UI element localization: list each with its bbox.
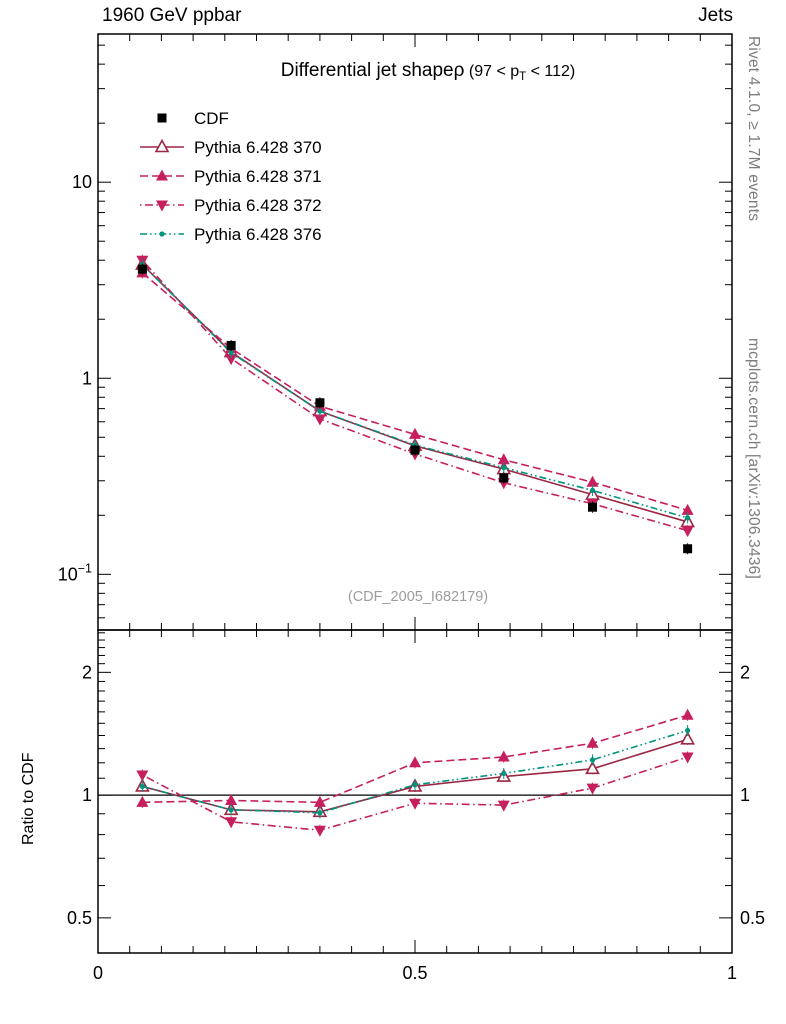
x-tick-label: 1 <box>727 963 737 983</box>
data-point-marker <box>586 736 599 748</box>
mcplots-arxiv-label: mcplots.cern.ch [arXiv:1306.3436] <box>745 338 762 579</box>
data-point-marker <box>588 502 598 512</box>
legend-label: CDF <box>194 109 229 128</box>
data-point-marker <box>685 727 691 734</box>
data-point-marker <box>313 414 326 426</box>
data-point-marker <box>317 408 323 414</box>
data-point-marker <box>681 526 694 538</box>
axis-labels: 10 1 10−1 2 2 1 1 0.5 0.5 0 0.5 1 <box>58 172 765 983</box>
legend-label: Pythia 6.428 376 <box>194 225 322 244</box>
pt-subscript: T <box>519 71 527 84</box>
pt-range-pre: (97 < p <box>468 63 520 80</box>
data-point-marker <box>585 760 600 775</box>
data-point-marker <box>156 169 168 181</box>
legend: CDF Pythia 6.428 370 Pythia 6.428 371 Pythi… <box>140 109 322 244</box>
series-line <box>141 264 688 523</box>
series-cdf <box>137 263 693 555</box>
series-line <box>141 259 688 532</box>
data-point-marker <box>681 752 694 764</box>
main-y-tick-label: 10−1 <box>58 561 92 584</box>
ratio-y-tick-label: 2 <box>82 662 92 682</box>
main-y-tick-label: 1 <box>82 368 92 388</box>
series-pythia-6-428-376 <box>139 259 691 819</box>
ratio-y-tick-label: 0.5 <box>67 908 92 928</box>
data-point-marker <box>154 138 170 153</box>
ratio-panel-frame <box>97 629 733 954</box>
analysis-group-label: Jets <box>698 5 733 26</box>
data-point-marker <box>501 770 507 777</box>
rho-symbol: ρ <box>453 60 465 81</box>
data-point-marker <box>157 113 167 123</box>
data-point-marker <box>683 544 693 554</box>
data-point-marker <box>313 795 326 807</box>
data-point-marker <box>410 445 420 455</box>
data-point-marker <box>156 200 168 212</box>
data-point-marker <box>497 453 510 465</box>
x-tick-label: 0 <box>93 963 103 983</box>
data-point-marker <box>589 757 596 763</box>
data-point-marker <box>136 795 149 807</box>
legend-item: Pythia 6.428 371 <box>140 167 322 186</box>
ratio-y-tick-label-right: 1 <box>740 785 750 805</box>
data-point-marker <box>317 810 323 816</box>
data-point-marker <box>225 793 238 805</box>
data-point-marker <box>409 427 421 439</box>
data-point-marker <box>228 807 234 813</box>
data-point-marker <box>137 264 147 274</box>
data-point-marker <box>139 783 145 790</box>
analysis-id-watermark: (CDF_2005_I682179) <box>347 589 489 605</box>
ratio-y-tick-label-right: 0.5 <box>740 908 765 928</box>
data-point-marker <box>586 475 599 487</box>
series-line <box>141 264 688 519</box>
data-point-marker <box>412 782 418 788</box>
data-point-marker <box>681 503 694 515</box>
x-tick-label: 0.5 <box>402 963 427 983</box>
series-pythia-6-428-371 <box>136 266 694 808</box>
data-point-marker <box>228 350 234 356</box>
plot-title-text: Differential jet shape <box>280 60 454 81</box>
legend-item: Pythia 6.428 372 <box>140 196 322 215</box>
data-point-marker <box>680 731 695 745</box>
pt-range: (97 < pT < 112) <box>464 63 576 84</box>
ratio-y-tick-label-right: 2 <box>740 662 750 682</box>
rivet-version-label: Rivet 4.1.0, ≥ 1.7M events <box>745 36 762 222</box>
ratio-y-tick-label: 1 <box>82 785 92 805</box>
legend-item: CDF <box>157 109 229 128</box>
data-point-marker <box>225 817 238 829</box>
data-point-marker <box>586 783 599 795</box>
data-point-marker <box>315 398 325 408</box>
main-y-tick-label: 10 <box>72 172 92 192</box>
ratio-axis-title: Ratio to CDF <box>20 752 37 845</box>
data-point-marker <box>681 708 694 720</box>
legend-item: Pythia 6.428 376 <box>140 225 322 244</box>
data-point-marker <box>409 756 421 768</box>
data-point-marker <box>225 354 238 366</box>
legend-label: Pythia 6.428 371 <box>194 167 322 186</box>
legend-label: Pythia 6.428 370 <box>194 138 322 157</box>
data-point-marker <box>226 340 236 350</box>
data-point-marker <box>409 798 421 810</box>
data-point-marker <box>685 515 691 521</box>
data-point-marker <box>501 465 507 471</box>
data-point-marker <box>136 770 149 782</box>
data-point-marker <box>159 231 165 237</box>
series-pythia-6-428-370 <box>135 256 695 818</box>
legend-label: Pythia 6.428 372 <box>194 196 322 215</box>
legend-item: Pythia 6.428 370 <box>140 138 322 157</box>
data-point-marker <box>497 800 510 812</box>
data-point-marker <box>499 473 509 483</box>
data-point-marker <box>313 825 326 837</box>
beam-energy-label: 1960 GeV ppbar <box>102 5 242 26</box>
series-line <box>141 272 688 512</box>
data-point-marker <box>497 750 510 762</box>
pt-range-post: < 112) <box>526 63 576 80</box>
data-point-marker <box>589 487 596 493</box>
plot-title: Differential jet shapeρ (97 < pT < 112) <box>281 60 576 83</box>
